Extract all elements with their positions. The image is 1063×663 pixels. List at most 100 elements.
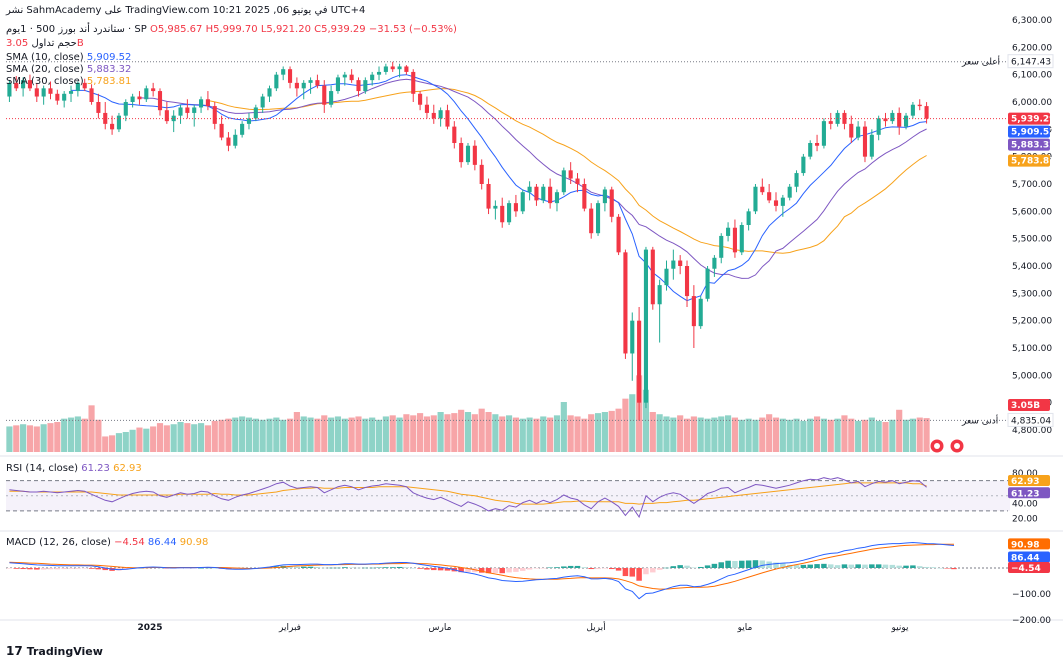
macd-legend[interactable]: MACD (12, 26, close) −4.54 86.44 90.98 [6, 537, 208, 549]
rsi-tick-label: 40.00 [1012, 499, 1038, 509]
volume-bar [47, 423, 54, 452]
macd-histogram-bar [54, 568, 61, 570]
candle-body [390, 66, 395, 70]
macd-histogram-bar [102, 568, 108, 571]
volume-bar [293, 412, 300, 452]
candle-body [144, 88, 149, 100]
rsi-legend[interactable]: RSI (14, close) 61.23 62.93 [6, 463, 142, 475]
volume-bar [184, 423, 191, 452]
volume-badge-text: 3.05B [1011, 401, 1040, 411]
highest-price-value: 6,147.43 [1011, 58, 1051, 68]
volume-bar [526, 417, 533, 452]
volume-bar [307, 417, 314, 452]
candle-body [178, 107, 183, 116]
macd-histogram-bar [13, 568, 20, 569]
candle-body [246, 118, 252, 124]
volume-bar [26, 425, 34, 452]
rsi-label: RSI (14, close) [6, 463, 79, 474]
candle-body [753, 186, 758, 212]
lowest-price-badge [1007, 412, 1054, 427]
price-tick-label: 5,500.00 [1012, 235, 1052, 245]
volume-bar [916, 417, 923, 452]
volume-bar [163, 425, 170, 452]
candle-body [62, 93, 67, 101]
macd-histogram-bar [355, 567, 362, 569]
volume-bar [437, 412, 444, 452]
volume-bar [499, 416, 506, 452]
macd-line [9, 541, 955, 600]
macd-histogram-bar [807, 564, 813, 568]
macd-histogram-bar [75, 568, 81, 569]
x-axis-label: أبريل [586, 621, 605, 633]
volume-bar [478, 408, 485, 452]
volume-bar [245, 417, 253, 452]
candle-body [164, 110, 169, 122]
macd-histogram-bar [314, 566, 321, 568]
candle-body [226, 137, 231, 146]
sma10-legend[interactable]: SMA (10, close) 5,909.52 [6, 52, 131, 64]
macd-histogram-bar [704, 565, 711, 568]
volume-bar [861, 419, 869, 452]
macd-histogram-bar [629, 568, 636, 577]
volume-bar [772, 417, 780, 452]
volume-bar [677, 415, 684, 452]
macd-histogram-bar [574, 565, 581, 568]
macd-histogram-bar [444, 568, 451, 571]
candle-body [534, 186, 539, 201]
volume-bar [259, 419, 266, 452]
x-axis-label: مايو [737, 623, 753, 633]
macd-histogram-bar [362, 567, 369, 569]
macd-histogram-bar [342, 567, 348, 568]
volume-bar [451, 413, 458, 452]
volume-bar [95, 419, 102, 452]
volume-bar [314, 418, 321, 452]
candle-body [274, 74, 279, 89]
volume-bar [348, 417, 355, 452]
macd-histogram-bar [520, 568, 526, 571]
candle-body [397, 66, 402, 70]
sma10-label: SMA (10, close) [6, 52, 84, 63]
candle-body [678, 260, 683, 266]
candle-body [199, 99, 204, 108]
volume-bar [533, 418, 540, 452]
candle-body [739, 225, 744, 253]
macd-histogram-bar [232, 568, 239, 570]
candle-body [862, 126, 868, 157]
volume-legend[interactable]: حجم تداول 3.05B [6, 38, 84, 50]
candle-body [801, 156, 806, 174]
volume-bar [218, 419, 225, 452]
rsi-ma-line [9, 482, 927, 505]
lowest-price-value: 4,835.04 [1011, 416, 1051, 426]
candle-body [856, 126, 861, 138]
candle-body [110, 123, 115, 130]
volume-bar [800, 420, 807, 452]
candle-body [41, 88, 46, 97]
price-tick-label: 4,800.00 [1012, 426, 1052, 436]
candle-body [869, 134, 874, 157]
macd-histogram-bar [889, 564, 896, 568]
candle-body [171, 115, 176, 122]
macd-histogram-bar [328, 567, 334, 569]
candle-body [212, 106, 217, 124]
candle-body [287, 69, 293, 83]
candle-body [917, 104, 922, 107]
candle-body [541, 186, 546, 201]
macd-histogram-bar [930, 567, 937, 568]
volume-bar [793, 418, 800, 452]
macd-badge-text: 86.44 [1011, 554, 1039, 564]
macd-histogram-bar [602, 568, 608, 569]
sma30-legend[interactable]: SMA (30, close) 5,783.81 [6, 76, 131, 88]
sma20-legend[interactable]: SMA (20, close) 5,883.32 [6, 64, 131, 76]
macd-histogram-bar [718, 562, 724, 568]
volume-bar [882, 422, 889, 452]
candle-body [123, 102, 128, 116]
candle-body [301, 82, 306, 89]
candle-body [438, 110, 443, 119]
volume-bar [266, 418, 273, 452]
candle-body [233, 134, 238, 146]
tradingview-footer[interactable]: 𝟭𝟳 TradingView [6, 644, 103, 658]
candle-body [507, 203, 512, 223]
candle-body [404, 66, 409, 72]
macd-histogram-bar [307, 566, 314, 568]
